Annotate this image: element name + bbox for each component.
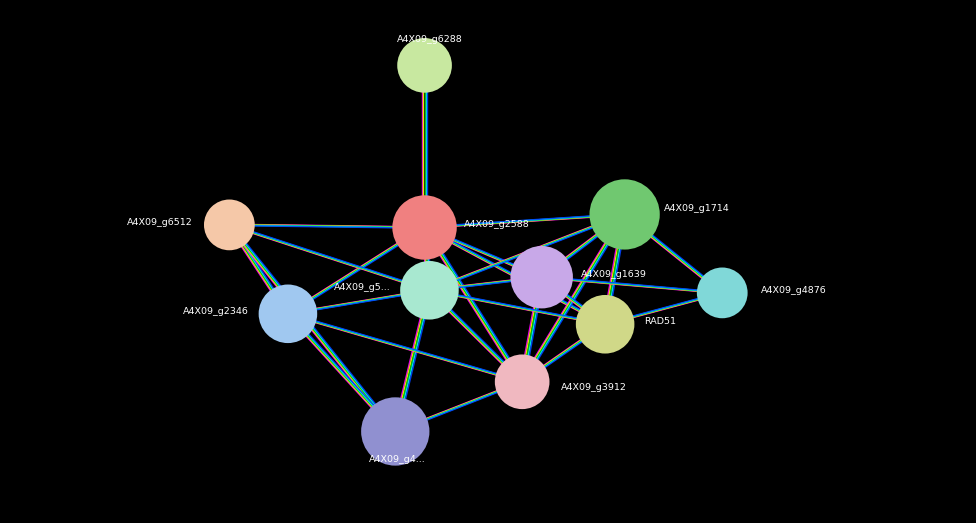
Ellipse shape [361, 397, 429, 465]
Text: A4X09_g2346: A4X09_g2346 [183, 306, 249, 316]
Text: A4X09_g6512: A4X09_g6512 [127, 218, 192, 227]
Ellipse shape [576, 295, 634, 354]
Ellipse shape [400, 261, 459, 320]
Ellipse shape [392, 195, 457, 260]
Text: A4X09_g4876: A4X09_g4876 [761, 286, 827, 295]
Text: A4X09_g3912: A4X09_g3912 [561, 382, 627, 392]
Text: A4X09_g4...: A4X09_g4... [369, 455, 426, 464]
Ellipse shape [697, 267, 748, 319]
Ellipse shape [259, 285, 317, 343]
Text: A4X09_g1639: A4X09_g1639 [581, 270, 646, 279]
Ellipse shape [495, 355, 549, 409]
Ellipse shape [397, 38, 452, 93]
Text: A4X09_g6288: A4X09_g6288 [396, 36, 463, 44]
Ellipse shape [510, 246, 573, 309]
Text: RAD51: RAD51 [644, 317, 676, 326]
Text: A4X09_g5...: A4X09_g5... [334, 283, 390, 292]
Text: A4X09_g2588: A4X09_g2588 [464, 220, 529, 230]
Ellipse shape [204, 199, 255, 251]
Ellipse shape [590, 179, 660, 249]
Text: A4X09_g1714: A4X09_g1714 [664, 203, 729, 213]
